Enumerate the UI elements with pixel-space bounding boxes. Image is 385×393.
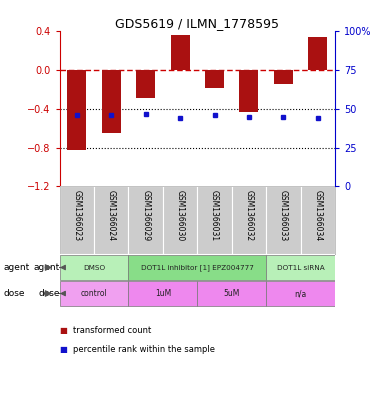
Bar (67, 70, 86, 150)
Bar (129, 186, 163, 255)
Bar (197, 186, 232, 255)
Bar (239, 70, 258, 112)
Bar (60, 255, 129, 280)
Bar (266, 255, 335, 280)
Text: 5uM: 5uM (224, 289, 240, 298)
Bar (197, 281, 266, 306)
Text: percentile rank within the sample: percentile rank within the sample (73, 345, 215, 354)
Text: GSM1366029: GSM1366029 (141, 190, 150, 241)
Text: dose: dose (4, 289, 25, 298)
Title: GDS5619 / ILMN_1778595: GDS5619 / ILMN_1778595 (116, 17, 279, 30)
Bar (102, 70, 121, 133)
Text: GSM1366023: GSM1366023 (72, 190, 81, 241)
Bar (274, 70, 293, 84)
Text: GSM1366031: GSM1366031 (210, 190, 219, 241)
Bar (232, 186, 266, 255)
Text: ■: ■ (60, 326, 67, 334)
Bar (163, 186, 197, 255)
Bar (136, 70, 155, 98)
Text: GSM1366032: GSM1366032 (244, 190, 253, 241)
Bar (60, 281, 129, 306)
Bar (129, 281, 197, 306)
Bar (301, 186, 335, 255)
Bar (94, 186, 129, 255)
Bar (129, 255, 266, 280)
Text: GSM1366034: GSM1366034 (313, 190, 322, 241)
Text: control: control (81, 289, 107, 298)
Bar (308, 37, 327, 70)
Bar (266, 186, 301, 255)
Bar (171, 35, 189, 70)
Text: n/a: n/a (295, 289, 307, 298)
Text: ■: ■ (60, 345, 67, 354)
Bar (266, 281, 335, 306)
Text: agent: agent (34, 263, 60, 272)
Text: DOT1L inhibitor [1] EPZ004777: DOT1L inhibitor [1] EPZ004777 (141, 264, 254, 271)
Text: GSM1366033: GSM1366033 (279, 190, 288, 241)
Text: GSM1366030: GSM1366030 (176, 190, 185, 241)
Text: DOT1L siRNA: DOT1L siRNA (277, 264, 325, 270)
Text: agent: agent (4, 263, 30, 272)
Text: 1uM: 1uM (155, 289, 171, 298)
Text: GSM1366024: GSM1366024 (107, 190, 116, 241)
Text: DMSO: DMSO (83, 264, 105, 270)
Text: dose: dose (38, 289, 60, 298)
Bar (60, 186, 94, 255)
Bar (205, 70, 224, 88)
Text: transformed count: transformed count (73, 326, 151, 334)
